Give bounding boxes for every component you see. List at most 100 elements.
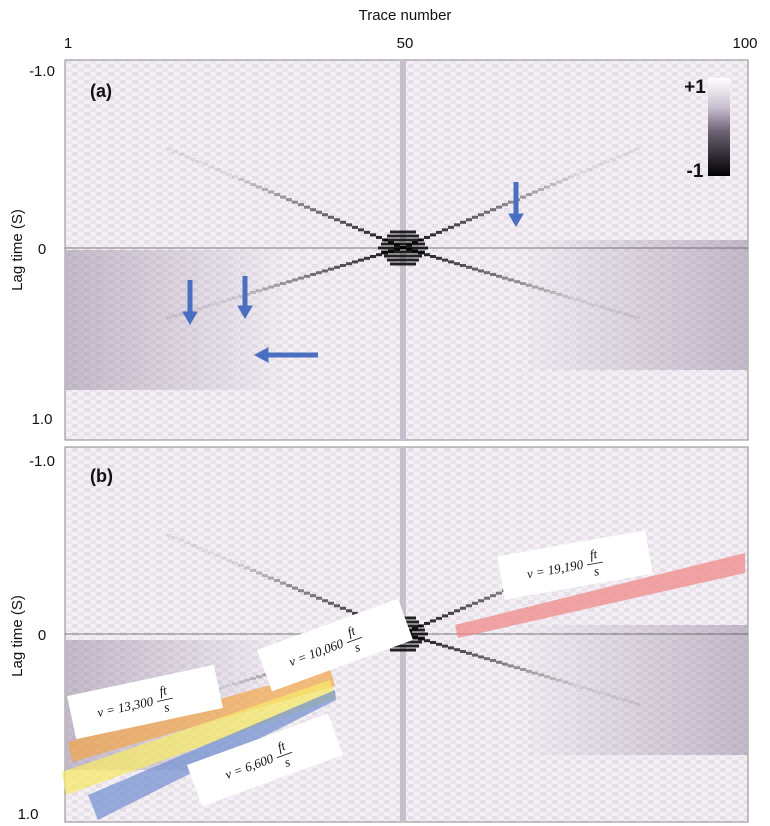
trace-dash (544, 185, 550, 189)
trace-dash (352, 611, 358, 615)
trace-dash (274, 283, 280, 287)
trace-dash (244, 180, 250, 184)
trace-dash (496, 205, 502, 209)
trace-dash (442, 228, 448, 232)
trace-dash (214, 167, 220, 171)
trace-dash (388, 240, 394, 244)
trace-dash (430, 619, 436, 623)
trace-dash (226, 684, 232, 688)
trace-dash (514, 666, 520, 670)
trace-dash (526, 669, 532, 673)
trace-dash (310, 208, 316, 212)
trace-dash (628, 700, 634, 704)
trace-dash (384, 254, 422, 258)
trace-dash (232, 175, 238, 179)
trace-dash (508, 200, 514, 204)
trace-dash (208, 551, 214, 555)
trace-dash (466, 218, 472, 222)
trace-dash (562, 680, 568, 684)
trace-dash (292, 278, 298, 282)
trace-dash (238, 680, 244, 684)
trace-dash (172, 536, 178, 540)
trace-dash (280, 195, 286, 199)
trace-dash (334, 604, 340, 608)
trace-dash (340, 606, 346, 610)
trace-dash (538, 673, 544, 677)
trace-dash (190, 157, 196, 161)
trace-dash (262, 673, 268, 677)
fraction-bar (157, 697, 173, 702)
trace-dash (381, 250, 425, 254)
trace-dash (568, 175, 574, 179)
trace-dash (430, 641, 436, 644)
trace-dash (196, 307, 202, 311)
trace-dash (250, 677, 256, 680)
trace-dash (214, 553, 220, 557)
trace-dash (580, 170, 586, 174)
trace-dash (604, 307, 610, 311)
trace-dash (556, 180, 562, 184)
trace-dash (484, 657, 490, 661)
x-tick-label: 1 (64, 35, 72, 52)
trace-dash (268, 285, 274, 289)
trace-dash (598, 305, 604, 309)
trace-dash (436, 616, 442, 620)
x-tick-label: 100 (732, 35, 757, 52)
trace-dash (322, 269, 328, 273)
trace-dash (454, 223, 460, 227)
fraction-bar (346, 636, 363, 644)
x-axis-label: Trace number (359, 7, 452, 24)
trace-dash (256, 571, 262, 575)
trace-dash (472, 653, 478, 657)
trace-dash (316, 210, 322, 214)
trace-dash (346, 609, 352, 613)
trace-dash (298, 589, 304, 593)
trace-dash (496, 274, 502, 278)
trace-dash (514, 280, 520, 284)
trace-dash (250, 569, 256, 572)
trace-dash (322, 599, 328, 603)
arrows (182, 182, 524, 363)
trace-dash (286, 584, 292, 588)
crossing (166, 147, 640, 320)
trace-dash (466, 651, 472, 655)
trace-dash (220, 556, 226, 560)
trace-dash (448, 260, 454, 264)
trace-dash (352, 260, 358, 264)
shade (520, 240, 747, 370)
trace-dash (568, 296, 574, 300)
trace-dash (574, 684, 580, 688)
trace-dash (496, 660, 502, 664)
trace-dash (256, 185, 262, 189)
trace-dash (598, 691, 604, 695)
trace-dash (262, 574, 268, 578)
trace-dash (178, 152, 184, 156)
center-trace (400, 60, 406, 440)
trace-dash (274, 193, 280, 197)
trace-dash (586, 301, 592, 305)
trace-dash (616, 155, 622, 159)
trace-dash (387, 234, 419, 238)
trace-dash (532, 190, 538, 194)
shade (520, 625, 747, 755)
y-tick-label: 0 (38, 627, 46, 644)
trace-dash (262, 287, 268, 291)
trace-dash (430, 233, 436, 237)
trace-dash (390, 262, 416, 266)
annotation-numerator: ft (589, 546, 599, 562)
trace-dash (586, 167, 592, 171)
trace-dash (364, 256, 370, 260)
annotation-box (256, 598, 414, 692)
panel-b: (b) Lag time (S) -1.0 0 1.0 v = 19,190ft… (9, 446, 749, 823)
trace-dash (412, 240, 418, 244)
velocity-band (455, 553, 745, 638)
trace-dash (544, 289, 550, 293)
trace-dash (390, 230, 416, 234)
trace-dash (610, 695, 616, 698)
trace-dash (508, 664, 514, 668)
trace-dash (376, 235, 382, 239)
trace-dash (484, 271, 490, 275)
trace-dash (550, 291, 556, 294)
trace-dash (580, 300, 586, 303)
